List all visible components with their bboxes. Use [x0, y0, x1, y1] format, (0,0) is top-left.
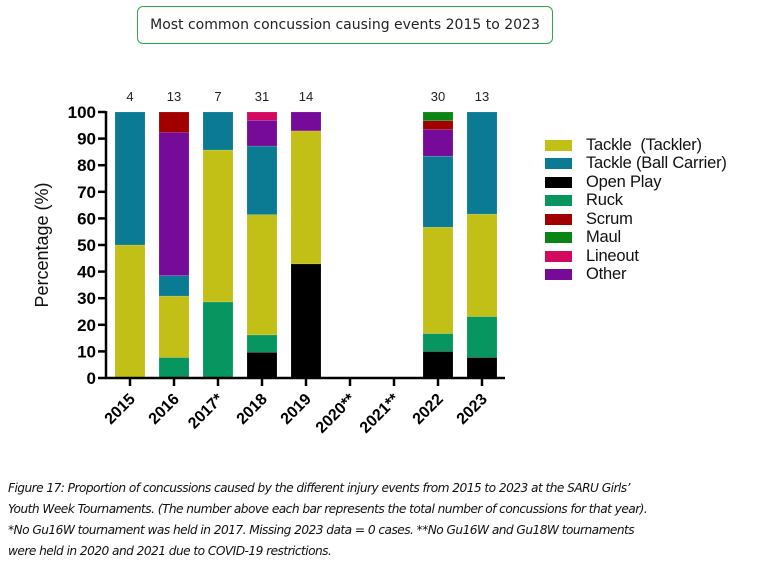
- bars-group: 4 13 7 31 14 30 13: [114, 89, 498, 379]
- y-tick-label: 90: [77, 130, 96, 149]
- bar-total-label: 4: [126, 89, 133, 104]
- legend-swatch: [545, 139, 572, 151]
- bar-total-label: 14: [299, 89, 313, 104]
- bar-segment-other-2022: [422, 129, 454, 157]
- x-tick-label: 2016: [146, 391, 183, 428]
- bar-segment-open-play-2019: [290, 263, 322, 379]
- legend-item: Scrum: [545, 210, 727, 229]
- bar-total-label: 13: [475, 89, 489, 104]
- x-tick-label: 2022: [410, 391, 447, 428]
- bar-segment-tackle-tackler-2018: [246, 214, 278, 336]
- bar-segment-scrum-2022: [422, 120, 454, 130]
- bar-segment-tackle-ball-carrier-2018: [246, 145, 278, 215]
- y-tick-label: 70: [77, 183, 96, 202]
- caption-line: were held in 2020 and 2021 due to COVID-…: [8, 544, 332, 558]
- bar-segment-open-play-2023: [466, 357, 498, 379]
- legend-item: Ruck: [545, 191, 727, 211]
- y-tick-label: 100: [68, 103, 96, 122]
- bar-segment-tackle-tackler-2015: [114, 244, 146, 379]
- legend-swatch: [545, 213, 572, 225]
- bar-segment-tackle-ball-carrier-2015: [114, 111, 146, 246]
- y-tick-label: 20: [77, 316, 96, 335]
- bar-segment-ruck-2022: [422, 333, 454, 352]
- legend-label: Ruck: [586, 191, 623, 210]
- legend-label: Other: [586, 265, 627, 284]
- chart-title-box: Most common concussion causing events 20…: [137, 6, 553, 44]
- legend-swatch: [545, 250, 572, 262]
- legend: Tackle (Tackler) Tackle (Ball Carrier) Ope…: [545, 136, 727, 284]
- bar-segment-lineout-2018: [246, 111, 278, 121]
- bar-total-label: 30: [431, 89, 445, 104]
- legend-label: Maul: [586, 228, 621, 247]
- bar-total-label: 13: [167, 89, 181, 104]
- bar-segment-tackle-ball-carrier-2022: [422, 155, 454, 228]
- legend-label: Tackle (Ball Carrier): [586, 154, 727, 173]
- legend-swatch: [545, 158, 572, 170]
- bar-segment-ruck-2017: [202, 301, 234, 379]
- bar-segment-open-play-2018: [246, 351, 278, 379]
- legend-item: Tackle (Ball Carrier): [545, 154, 727, 174]
- bar-segment-ruck-2016: [158, 357, 190, 379]
- x-tick-label: 2021**: [357, 390, 404, 437]
- legend-item: Other: [545, 265, 727, 285]
- bar-total-label: 7: [214, 89, 221, 104]
- x-tick-label: 2017*: [185, 390, 227, 432]
- bar-segment-tackle-ball-carrier-2017: [202, 111, 234, 151]
- legend-label: Tackle (Tackler): [586, 135, 702, 154]
- bar-segment-maul-2022: [422, 111, 454, 122]
- x-tick-label: 2018: [234, 391, 271, 428]
- bar-segment-ruck-2023: [466, 316, 498, 358]
- stacked-bar-chart: 4 13 7 31 14 30 13 2015 2016 2017* 2018 20192020**…: [32, 89, 505, 437]
- y-tick-label: 50: [77, 236, 96, 255]
- x-tick-label: 2023: [454, 391, 491, 428]
- x-tick-label: 2015: [102, 391, 139, 428]
- bar-segment-other-2016: [158, 132, 190, 276]
- figure-caption: Figure 17: Proportion of concussions cau…: [8, 478, 776, 562]
- y-tick-label: 40: [77, 263, 96, 282]
- legend-label: Lineout: [586, 246, 639, 265]
- legend-swatch: [545, 232, 572, 244]
- bar-segment-tackle-ball-carrier-2016: [158, 275, 190, 297]
- y-axis-label: Percentage (%): [32, 182, 52, 307]
- y-tick-label: 80: [77, 156, 96, 175]
- x-tick-label: 2020**: [313, 390, 360, 437]
- legend-label: Open Play: [586, 172, 662, 191]
- legend-label: Scrum: [586, 209, 633, 228]
- legend-swatch: [545, 269, 572, 281]
- bar-segment-tackle-tackler-2017: [202, 149, 234, 303]
- legend-item: Tackle (Tackler): [545, 136, 727, 155]
- legend-item: Lineout: [545, 247, 727, 266]
- chart-title: Most common concussion causing events 20…: [150, 17, 540, 33]
- legend-swatch: [545, 195, 572, 207]
- bar-segment-tackle-tackler-2023: [466, 213, 498, 317]
- bar-segment-scrum-2016: [158, 111, 190, 133]
- legend-swatch: [545, 176, 572, 188]
- bar-segment-tackle-ball-carrier-2023: [466, 111, 498, 215]
- bar-segment-tackle-tackler-2022: [422, 226, 454, 334]
- legend-item: Maul: [545, 228, 727, 248]
- y-tick-label: 30: [77, 289, 96, 308]
- bar-segment-other-2019: [290, 111, 322, 132]
- legend-item: Open Play: [545, 173, 727, 192]
- x-tick-label: 2019: [278, 391, 315, 428]
- caption-line: Figure 17: Proportion of concussions cau…: [8, 481, 630, 495]
- y-tick-label: 60: [77, 209, 96, 228]
- bar-segment-tackle-tackler-2019: [290, 130, 322, 265]
- caption-line: Youth Week Tournaments. (The number abov…: [8, 502, 648, 516]
- bar-segment-open-play-2022: [422, 351, 454, 379]
- y-tick-label: 0: [87, 369, 96, 388]
- bar-segment-ruck-2018: [246, 334, 278, 353]
- y-tick-label: 10: [77, 342, 96, 361]
- caption-line: *No Gu16W tournament was held in 2017. M…: [8, 523, 635, 537]
- bar-segment-tackle-tackler-2016: [158, 295, 190, 358]
- bar-segment-other-2018: [246, 119, 278, 147]
- bar-total-label: 31: [255, 89, 269, 104]
